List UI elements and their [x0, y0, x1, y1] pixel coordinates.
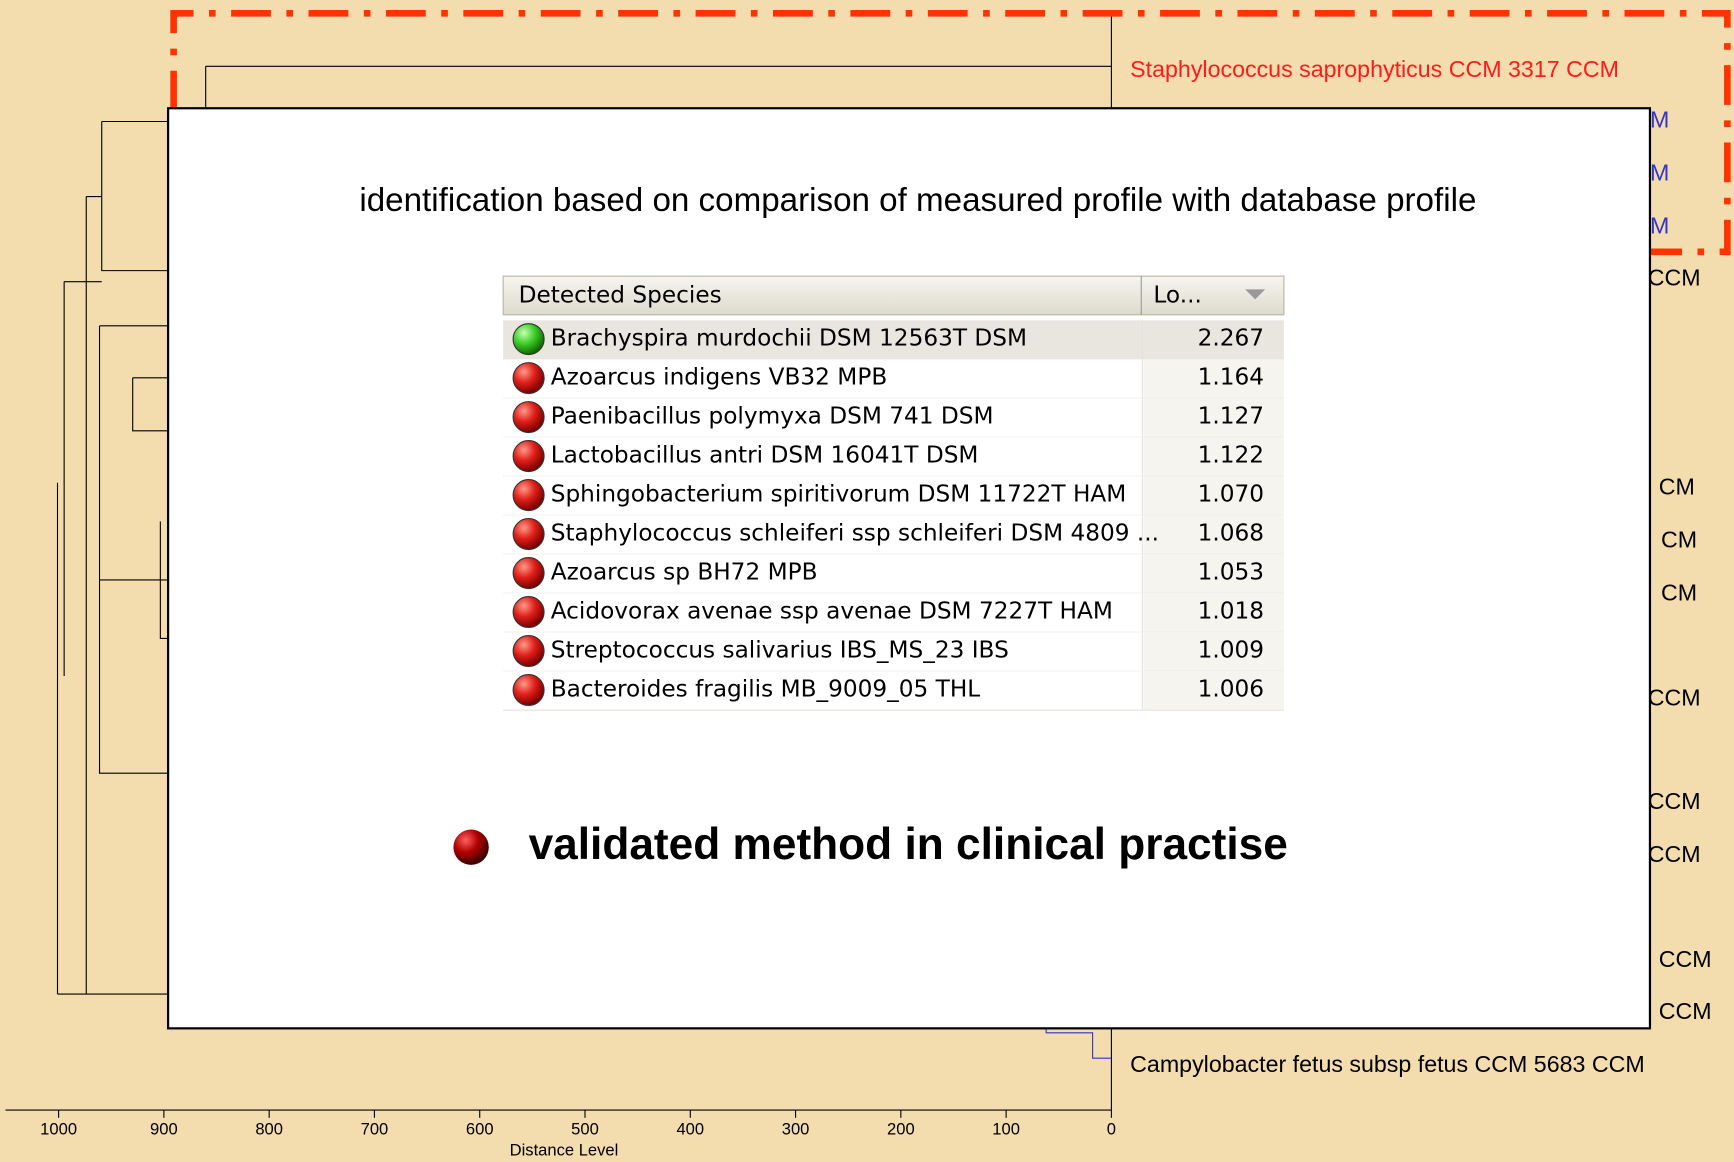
tick-label: 800	[255, 1119, 283, 1138]
tick-label: 900	[150, 1119, 178, 1138]
partial-label: CM	[1661, 579, 1697, 605]
tick-label: 100	[992, 1119, 1020, 1138]
status-icon	[513, 675, 544, 706]
species-name: Streptococcus salivarius IBS_MS_23 IBS	[551, 637, 1009, 664]
status-icon	[513, 363, 544, 394]
tick-label: 1000	[40, 1119, 77, 1138]
status-icon	[513, 324, 544, 355]
score: 2.267	[1198, 325, 1264, 352]
status-icon	[513, 402, 544, 433]
tick-label: 700	[361, 1119, 389, 1138]
species-name: Bacteroides fragilis MB_9009_05 THL	[551, 676, 981, 703]
tick-label: 200	[887, 1119, 915, 1138]
partial-label: CM	[1659, 473, 1695, 499]
header-score[interactable]: Lo...	[1153, 282, 1201, 309]
status-icon	[513, 441, 544, 472]
species-name: Azoarcus sp BH72 MPB	[551, 559, 818, 586]
partial-label: M	[1650, 160, 1669, 186]
score: 1.068	[1198, 520, 1264, 547]
species-name: Acidovorax avenae ssp avenae DSM 7227T H…	[551, 598, 1113, 625]
tick-label: 400	[676, 1119, 704, 1138]
score: 1.122	[1198, 442, 1264, 469]
top-label: Staphylococcus saprophyticus CCM 3317 CC…	[1130, 56, 1619, 82]
partial-label: CCM	[1648, 841, 1701, 867]
status-icon	[513, 519, 544, 550]
caption: identification based on comparison of me…	[359, 182, 1476, 219]
tick-label: 0	[1107, 1119, 1116, 1138]
species-name: Staphylococcus schleiferi ssp schleiferi…	[551, 520, 1159, 547]
score: 1.009	[1198, 637, 1264, 664]
score: 1.006	[1198, 676, 1264, 703]
status-icon	[513, 480, 544, 511]
partial-label: CM	[1661, 526, 1697, 552]
species-name: Paenibacillus polymyxa DSM 741 DSM	[551, 403, 994, 430]
score: 1.070	[1198, 481, 1264, 508]
slide: Staphylococcus saprophyticus CCM 3317 CC…	[0, 0, 1734, 1162]
species-name: Lactobacillus antri DSM 16041T DSM	[551, 442, 979, 469]
bullet-text: validated method in clinical practise	[529, 820, 1288, 869]
partial-label: CCM	[1648, 788, 1701, 814]
partial-label: M	[1650, 213, 1669, 239]
partial-label: CCM	[1659, 998, 1712, 1024]
partial-label: M	[1650, 107, 1669, 133]
axis-title: Distance Level	[510, 1140, 619, 1159]
species-name: Brachyspira murdochii DSM 12563T DSM	[551, 325, 1027, 352]
score: 1.018	[1198, 598, 1264, 625]
bottom-label: Campylobacter fetus subsp fetus CCM 5683…	[1130, 1051, 1645, 1077]
score: 1.127	[1198, 403, 1264, 430]
species-table: Detected Species Lo... Brachyspira murdo…	[501, 274, 1286, 713]
bullet-icon	[453, 830, 488, 865]
header-species[interactable]: Detected Species	[519, 282, 722, 309]
status-icon	[513, 636, 544, 667]
score: 1.164	[1198, 364, 1264, 391]
status-icon	[513, 597, 544, 628]
species-name: Azoarcus indigens VB32 MPB	[551, 364, 888, 391]
partial-label: CCM	[1659, 946, 1712, 972]
partial-label: CCM	[1648, 265, 1701, 291]
partial-label: CCM	[1648, 684, 1701, 710]
tick-label: 500	[571, 1119, 599, 1138]
tick-label: 600	[466, 1119, 494, 1138]
tick-label: 300	[782, 1119, 810, 1138]
status-icon	[513, 558, 544, 589]
species-name: Sphingobacterium spiritivorum DSM 11722T…	[551, 481, 1127, 508]
score: 1.053	[1198, 559, 1264, 586]
